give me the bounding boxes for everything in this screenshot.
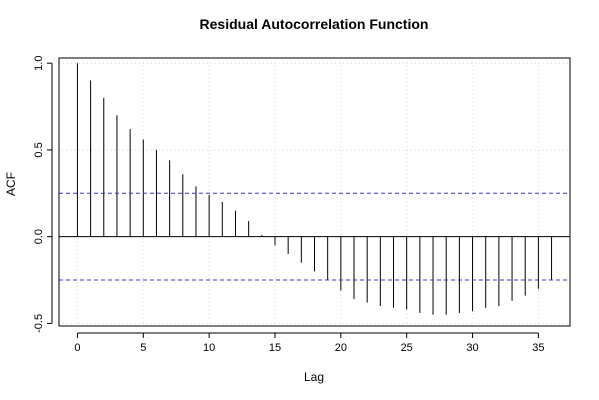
plot-frame xyxy=(58,57,571,327)
y-tick-label-2: 0.5 xyxy=(33,142,45,157)
x-tick-label-7: 35 xyxy=(532,342,544,354)
acf-bars xyxy=(76,63,553,315)
grid xyxy=(59,58,570,326)
x-tick-label-2: 10 xyxy=(203,342,215,354)
y-tick-label-0: -0.5 xyxy=(33,314,45,333)
x-tick-label-5: 25 xyxy=(401,342,413,354)
x-tick-label-3: 15 xyxy=(269,342,281,354)
y-tick-label-1: 0.0 xyxy=(33,229,45,244)
x-tick-label-1: 5 xyxy=(140,342,146,354)
x-tick-label-6: 30 xyxy=(466,342,478,354)
x-axis: 0 5 10 15 20 25 30 35 xyxy=(74,332,545,354)
y-tick-label-3: 1.0 xyxy=(33,56,45,71)
y-axis-label: ACF xyxy=(4,172,18,196)
x-tick-label-4: 20 xyxy=(335,342,347,354)
x-tick-label-0: 0 xyxy=(74,342,80,354)
x-axis-label: Lag xyxy=(304,370,324,384)
y-axis: -0.5 0.0 0.5 1.0 xyxy=(33,56,53,333)
chart-title: Residual Autocorrelation Function xyxy=(200,16,429,32)
